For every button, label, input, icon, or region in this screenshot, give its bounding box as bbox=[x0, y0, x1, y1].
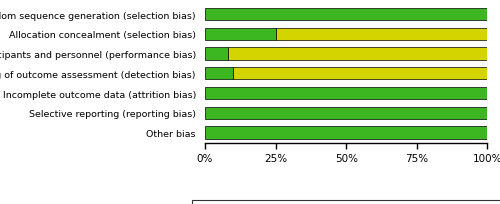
Bar bbox=[205, 127, 488, 139]
Bar bbox=[205, 9, 488, 21]
Bar bbox=[205, 68, 233, 80]
Bar bbox=[205, 88, 488, 100]
Bar bbox=[205, 48, 228, 60]
Bar bbox=[205, 29, 276, 41]
Legend: Low risk of bias, Unclear risk of bias, High risk of bias: Low risk of bias, Unclear risk of bias, … bbox=[192, 200, 500, 204]
Bar bbox=[276, 29, 488, 41]
Bar bbox=[205, 107, 488, 119]
Bar bbox=[228, 48, 488, 60]
Bar bbox=[233, 68, 487, 80]
